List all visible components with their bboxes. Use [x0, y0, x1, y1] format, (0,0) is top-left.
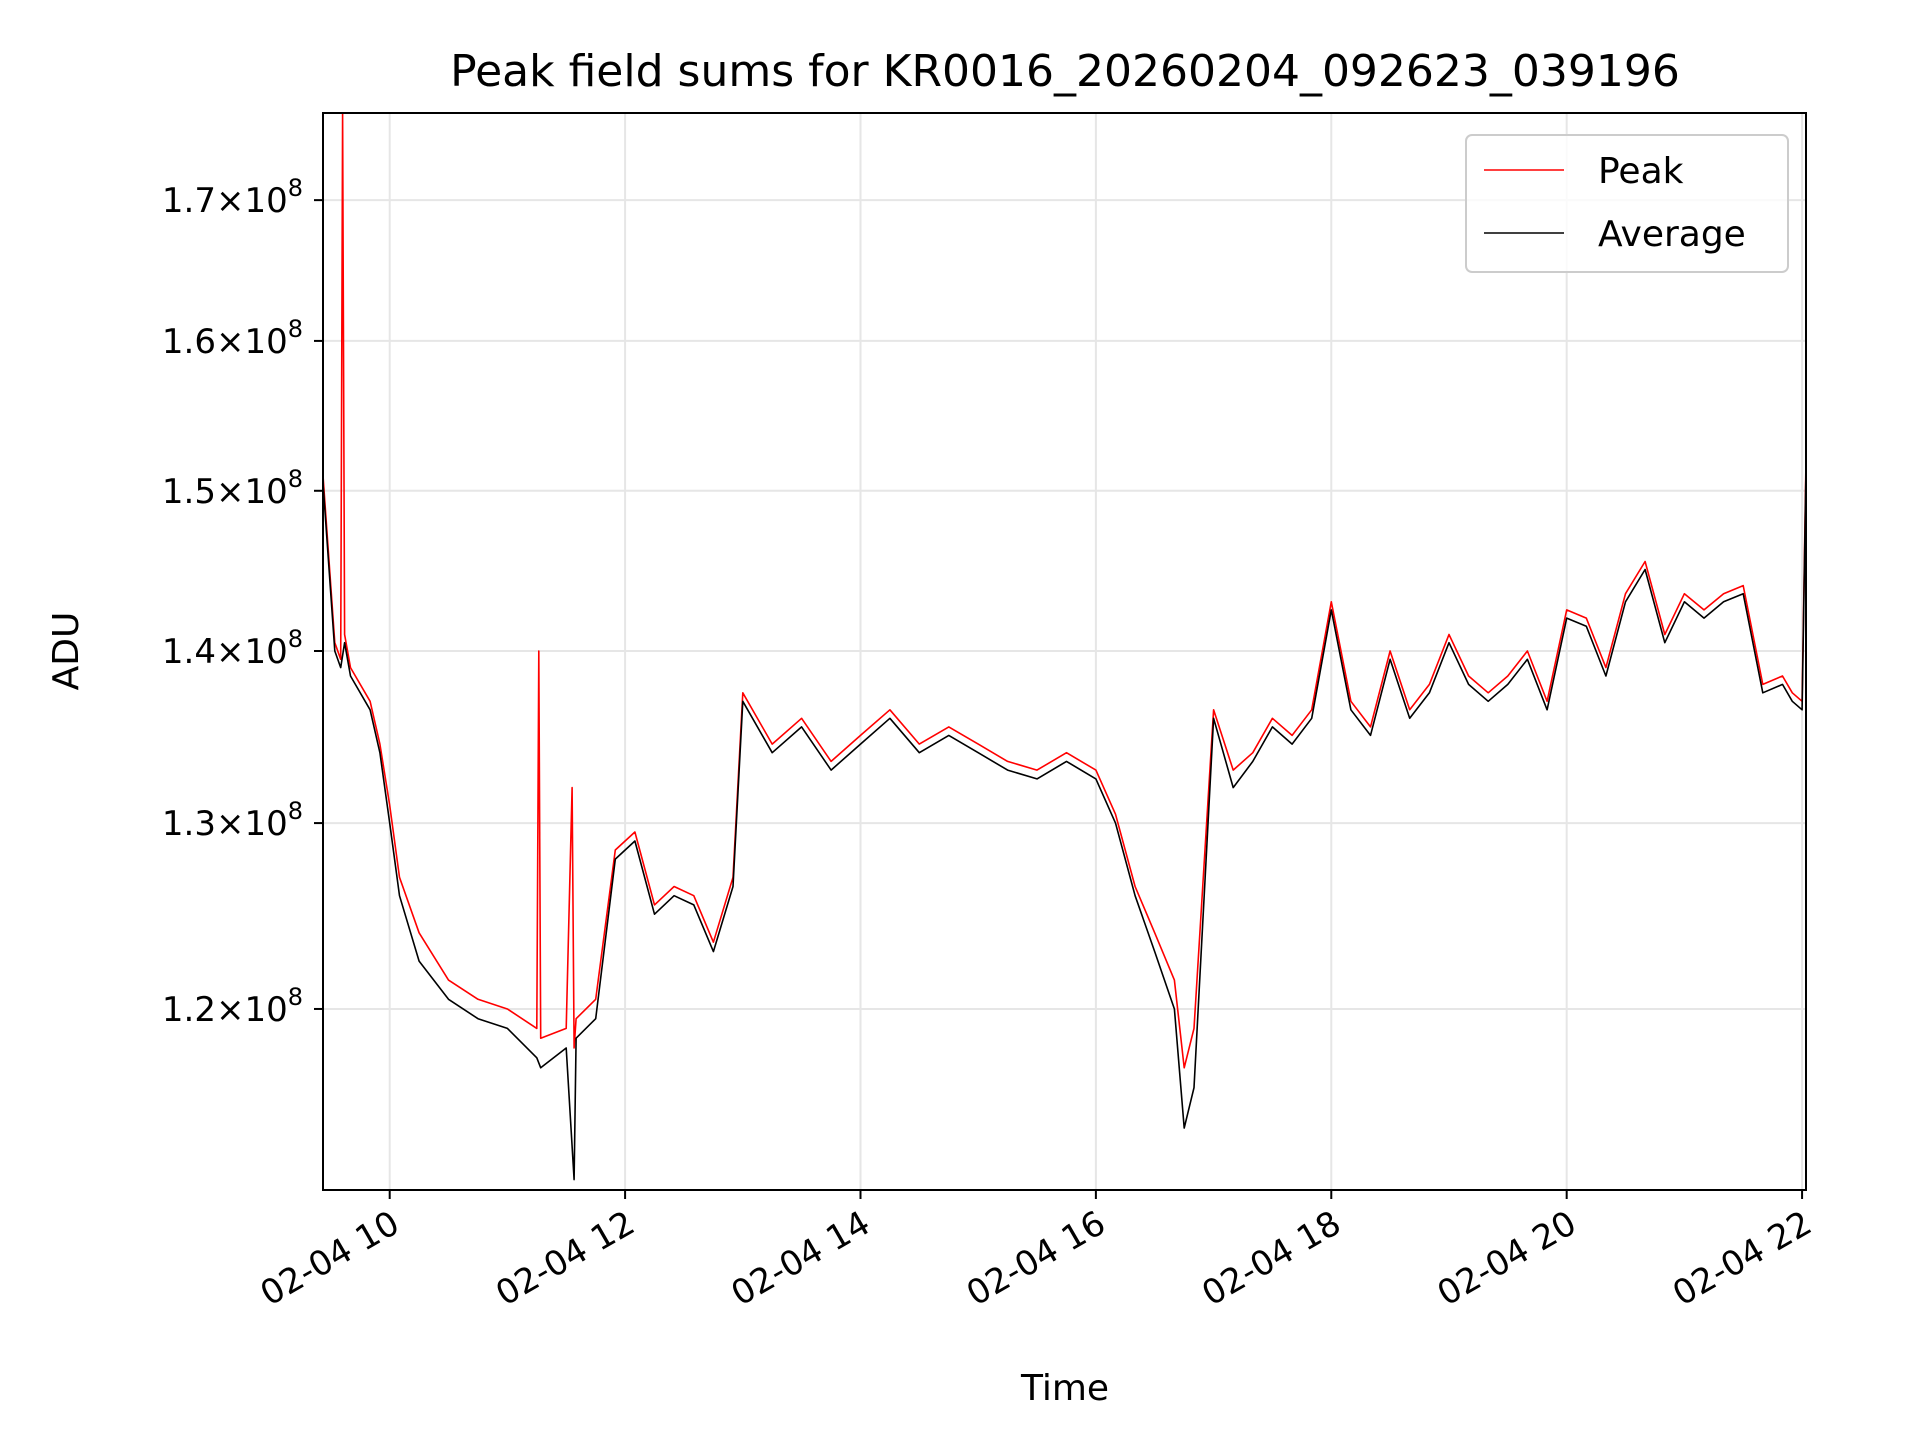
- y-tick-label-base: 1.5×10: [162, 472, 288, 512]
- y-tick-label-exponent: 8: [288, 797, 303, 825]
- y-axis-label: ADU: [46, 612, 87, 691]
- series-line-average: [323, 467, 1806, 1181]
- y-tick-label: 1.3×108: [162, 797, 303, 844]
- series-line-peak: [323, 113, 1806, 1069]
- y-axis-ticks: 1.2×1081.3×1081.4×1081.5×1081.6×1081.7×1…: [162, 174, 323, 1030]
- y-tick-label: 1.7×108: [162, 174, 303, 221]
- y-tick-label-exponent: 8: [288, 983, 303, 1011]
- series-layer: [323, 113, 1806, 1181]
- y-tick-label-base: 1.6×10: [162, 322, 288, 362]
- y-tick-label-base: 1.7×10: [162, 181, 288, 221]
- y-tick-label-exponent: 8: [288, 625, 303, 653]
- x-axis-label: Time: [1020, 1368, 1109, 1409]
- y-tick-label: 1.5×108: [162, 465, 303, 512]
- y-tick-label-exponent: 8: [288, 315, 303, 343]
- y-tick-label-base: 1.2×10: [162, 990, 288, 1030]
- y-tick-label: 1.6×108: [162, 315, 303, 362]
- legend-label-peak: Peak: [1598, 151, 1684, 192]
- grid-lines: [323, 113, 1806, 1190]
- legend-label-average: Average: [1598, 214, 1746, 255]
- legend: Peak Average: [1465, 134, 1789, 273]
- chart-title: Peak field sums for KR0016_20260204_0926…: [450, 46, 1680, 97]
- y-tick-label-exponent: 8: [288, 174, 303, 202]
- y-tick-label: 1.4×108: [162, 625, 303, 672]
- y-tick-label-base: 1.3×10: [162, 804, 288, 844]
- y-tick-label-base: 1.4×10: [162, 632, 288, 672]
- y-tick-label: 1.2×108: [162, 983, 303, 1030]
- y-tick-label-exponent: 8: [288, 465, 303, 493]
